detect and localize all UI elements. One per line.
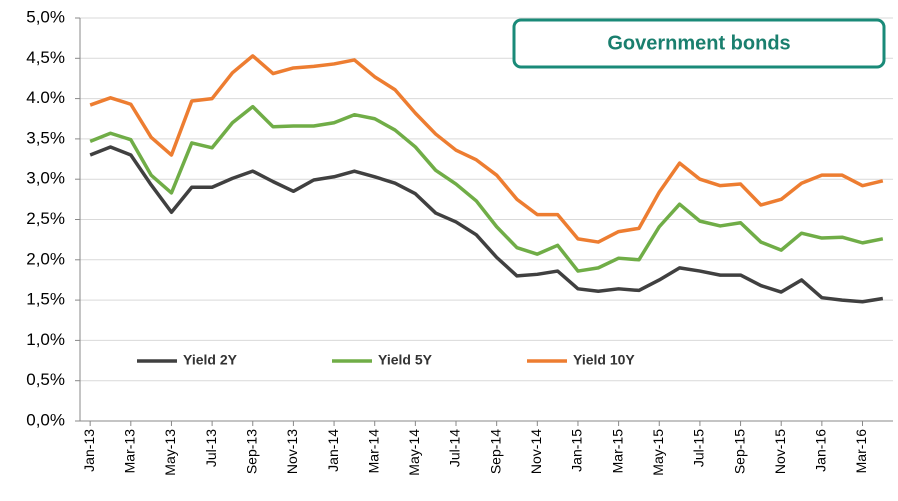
y-tick-label: 3,5% — [26, 128, 65, 147]
x-tick-label: Jul-15 — [691, 429, 707, 467]
x-tick-label: Jul-13 — [203, 429, 219, 467]
x-tick-label: Jan-13 — [81, 429, 97, 472]
y-tick-label: 2,5% — [26, 209, 65, 228]
legend-label: Yield 2Y — [183, 352, 238, 368]
x-tick-label: Mar-14 — [365, 429, 381, 474]
x-tick-label: May-14 — [406, 429, 422, 476]
x-tick-label: Sep-13 — [243, 429, 259, 474]
x-tick-label: Jul-14 — [447, 429, 463, 467]
y-tick-label: 0,0% — [26, 410, 65, 429]
x-tick-label: Nov-13 — [284, 429, 300, 474]
y-tick-label: 1,5% — [26, 290, 65, 309]
series-line — [89, 104, 884, 273]
y-tick-label: 4,5% — [26, 48, 65, 67]
x-tick-label: Sep-15 — [731, 429, 747, 474]
y-tick-label: 5,0% — [26, 7, 65, 26]
x-tick-label: Mar-16 — [853, 429, 869, 474]
series-line — [89, 145, 884, 304]
x-tick-label: Mar-15 — [609, 429, 625, 474]
x-tick-label: Jan-14 — [325, 429, 341, 472]
x-tick-label: Sep-14 — [487, 429, 503, 474]
x-tick-label: Nov-14 — [528, 429, 544, 474]
x-tick-label: Nov-15 — [772, 429, 788, 474]
x-tick-label: May-15 — [650, 429, 666, 476]
x-tick-label: Jan-16 — [813, 429, 829, 472]
y-tick-label: 0,5% — [26, 370, 65, 389]
x-tick-label: Jan-15 — [569, 429, 585, 472]
y-tick-label: 4.0% — [26, 88, 65, 107]
legend-label: Yield 10Y — [573, 352, 635, 368]
x-tick-label: Mar-13 — [122, 429, 138, 474]
y-tick-label: 3,0% — [26, 169, 65, 188]
y-tick-label: 1,0% — [26, 330, 65, 349]
x-tick-label: May-13 — [162, 429, 178, 476]
chart-title: Government bonds — [607, 32, 790, 54]
legend-label: Yield 5Y — [378, 352, 433, 368]
y-tick-label: 2,0% — [26, 249, 65, 268]
title-box — [512, 18, 886, 69]
series-line — [89, 54, 884, 244]
